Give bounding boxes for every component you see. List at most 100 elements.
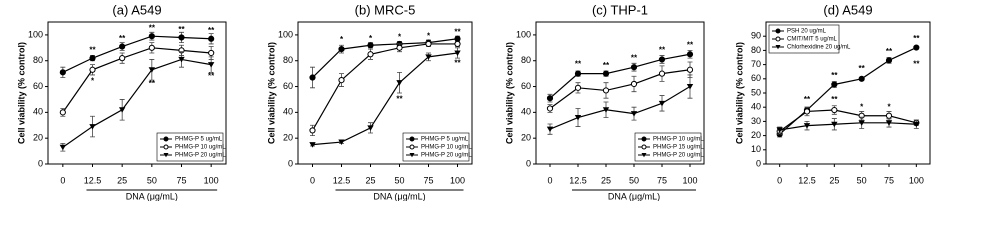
y-tick-label: 20 (33, 133, 43, 143)
series-line (62, 58, 212, 148)
y-tick-label: 80 (751, 45, 761, 55)
plot-frame (297, 21, 473, 165)
x-tick-label: 100 (909, 175, 924, 185)
x-tick-label: 0 (547, 175, 552, 185)
marker (658, 56, 666, 63)
marker (913, 44, 920, 51)
plot-frame (47, 21, 227, 165)
marker (338, 46, 345, 53)
marker (776, 127, 783, 133)
significance-mark: ** (119, 34, 126, 43)
legend-label: PSH 20 ug/mL (787, 29, 827, 35)
panel-title: (a) A549 (112, 2, 161, 17)
marker (686, 84, 694, 90)
legend-label: PHMG-P 10 ug/mL (421, 145, 472, 151)
series-line (549, 86, 691, 130)
legend-label: PHMG-P 20 ug/mL (421, 153, 472, 159)
marker (59, 109, 66, 116)
marker (803, 108, 811, 115)
significance-mark: * (887, 102, 891, 111)
plot-frame (535, 21, 705, 165)
marker (119, 43, 126, 50)
legend-marker (163, 153, 169, 158)
legend-marker (409, 144, 415, 150)
y-tick-label: 20 (283, 133, 293, 143)
x-tick-label: 100 (682, 175, 697, 185)
marker (546, 105, 554, 112)
figure: (a) A549 Cell viability (% control) 0 20 40 6… (16, 2, 931, 201)
y-tick-label: 60 (283, 81, 293, 91)
significance-mark: ** (149, 79, 156, 88)
x-tick-label: 50 (857, 175, 867, 185)
x-tick-label: 0 (60, 175, 65, 185)
x-tick-label: 75 (423, 175, 433, 185)
y-axis-label: Cell viability (% control) (734, 42, 744, 144)
significance-mark: ** (208, 71, 215, 80)
marker (454, 35, 461, 42)
significance-mark: ** (831, 95, 838, 104)
marker (602, 87, 610, 94)
y-tick-label: 100 (516, 29, 531, 39)
marker (885, 112, 893, 119)
significance-mark: ** (603, 61, 610, 70)
series-line (312, 52, 458, 146)
significance-mark: ** (804, 95, 811, 104)
x-tick-label: 100 (204, 175, 219, 185)
marker (686, 66, 694, 73)
x-tick-label: 12.5 (84, 175, 102, 185)
marker (89, 66, 96, 73)
marker (208, 49, 215, 57)
y-axis-label: Cell viability (% control) (16, 42, 26, 144)
y-tick-label: 40 (751, 102, 761, 112)
marker (686, 51, 694, 58)
marker (367, 51, 374, 58)
legend-marker (775, 28, 781, 34)
marker (309, 127, 316, 134)
marker (309, 74, 316, 81)
y-tick-label: 20 (521, 133, 531, 143)
significance-mark: ** (687, 40, 694, 49)
legend-label: PHMG-P 15 ug/mL (653, 145, 704, 151)
marker (338, 76, 345, 84)
marker (59, 69, 66, 76)
legend-label: PHMG-P 5 ug/mL (175, 137, 223, 143)
y-tick-label: 80 (521, 55, 531, 65)
x-tick-label: 100 (450, 175, 465, 185)
marker (630, 64, 638, 71)
marker (831, 121, 838, 128)
significance-mark: * (398, 33, 402, 42)
marker (574, 70, 582, 77)
significance-mark: ** (178, 25, 185, 34)
marker (803, 123, 811, 129)
panel-title: (d) A549 (823, 2, 872, 17)
marker (858, 75, 865, 82)
significance-mark: ** (454, 27, 461, 36)
series-line (779, 47, 917, 135)
significance-mark: * (860, 102, 864, 111)
marker (338, 139, 345, 146)
y-tick-label: 60 (521, 81, 531, 91)
marker (425, 40, 432, 48)
x-axis-label: DNA (μg/mL) (126, 191, 178, 201)
marker (367, 125, 374, 131)
marker (546, 95, 554, 102)
legend-marker (641, 144, 647, 150)
marker (546, 126, 554, 133)
series-line (62, 47, 212, 113)
significance-mark: ** (659, 46, 666, 55)
y-tick-label: 40 (33, 107, 43, 117)
significance-mark: ** (913, 60, 920, 69)
marker (885, 57, 893, 64)
marker (831, 81, 838, 88)
significance-mark: ** (913, 34, 920, 43)
marker (207, 62, 215, 68)
legend-label: Chlorhexidine 20 ug/mL (787, 45, 851, 51)
significance-mark: ** (208, 26, 215, 35)
y-tick-label: 100 (278, 29, 293, 39)
series-line (779, 122, 917, 131)
y-tick-label: 0 (756, 158, 761, 168)
y-tick-label: 40 (283, 107, 293, 117)
y-tick-label: 70 (751, 59, 761, 69)
marker (148, 67, 156, 73)
marker (367, 42, 374, 49)
